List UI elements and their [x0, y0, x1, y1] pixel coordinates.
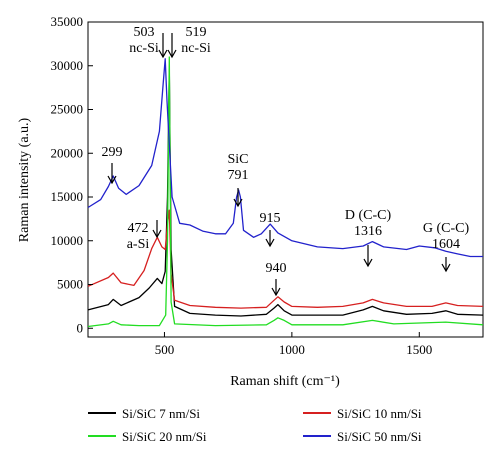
legend-item-1: Si/SiC 7 nm/Si — [88, 406, 200, 421]
annotation-label: 791 — [228, 168, 249, 183]
annotation-arrow-head — [233, 198, 243, 208]
annotation-label: 940 — [266, 261, 287, 276]
series-layer — [87, 56, 484, 328]
legend-label: Si/SiC 10 nm/Si — [337, 406, 422, 421]
y-tick-label: 10000 — [51, 233, 84, 248]
x-tick-label: 1500 — [406, 342, 432, 357]
annotation-arrow-head — [441, 263, 451, 273]
annotation-label: 1604 — [432, 237, 460, 252]
y-tick-label: 30000 — [51, 58, 84, 73]
annotation-label: a-Si — [127, 237, 150, 252]
annotation-label: G (C-C) — [423, 221, 470, 236]
legend-item-2: Si/SiC 10 nm/Si — [303, 406, 422, 421]
annotation-layer: 503nc-Si519nc-Si299472a-SiSiC791915940D … — [102, 25, 470, 297]
annotation-label: 1316 — [354, 224, 382, 239]
annotation-label: nc-Si — [129, 41, 159, 56]
annotation-940: 940 — [266, 261, 287, 297]
x-tick-label: 500 — [155, 342, 175, 357]
y-tick-label: 0 — [77, 320, 84, 335]
legend-item-3: Si/SiC 20 nm/Si — [88, 429, 207, 444]
annotation-arrow-head — [107, 175, 117, 185]
annotation-arrow-head — [265, 238, 275, 248]
annotation-label: 472 — [128, 221, 149, 236]
legend: Si/SiC 7 nm/Si Si/SiC 10 nm/Si Si/SiC 20 n… — [88, 406, 422, 444]
y-axis-title: Raman intensity (a.u.) — [17, 117, 32, 242]
annotation-label: 503 — [134, 25, 155, 40]
series-line-1 — [87, 69, 484, 317]
annotation-arrow-head — [363, 258, 373, 268]
series-line-2 — [87, 209, 484, 309]
annotation-label: 519 — [186, 25, 207, 40]
annotation-label: 915 — [260, 211, 281, 226]
y-tick-label: 20000 — [51, 145, 84, 160]
y-tick-label: 25000 — [51, 102, 84, 117]
y-tick-label: 35000 — [51, 14, 84, 29]
annotation-915: 915 — [260, 211, 281, 248]
axis-layer: 0 5000 10000 15000 20000 25000 30000 35000 500 10… — [51, 14, 433, 357]
annotation-arrow-head — [167, 49, 177, 59]
legend-item-4: Si/SiC 50 nm/Si — [303, 429, 422, 444]
plot-frame — [87, 21, 484, 338]
x-axis-title: Raman shift (cm⁻¹) — [230, 374, 340, 389]
annotation-1604: G (C-C)1604 — [423, 221, 470, 273]
legend-label: Si/SiC 7 nm/Si — [122, 406, 200, 421]
y-tick-label: 5000 — [57, 277, 83, 292]
legend-label: Si/SiC 50 nm/Si — [337, 429, 422, 444]
series-line-3 — [87, 56, 484, 328]
annotation-label: 299 — [102, 145, 123, 160]
annotation-299: 299 — [102, 145, 123, 185]
annotation-arrow-head — [271, 287, 281, 297]
x-tick-label: 1000 — [279, 342, 305, 357]
annotation-label: nc-Si — [181, 41, 211, 56]
annotation-label: D (C-C) — [345, 208, 392, 223]
annotation-label: SiC — [227, 152, 248, 167]
annotation-1316: D (C-C)1316 — [345, 208, 392, 268]
legend-label: Si/SiC 20 nm/Si — [122, 429, 207, 444]
y-tick-label: 15000 — [51, 189, 84, 204]
annotation-arrow-head — [152, 229, 162, 239]
annotation-arrow-head — [158, 49, 168, 59]
